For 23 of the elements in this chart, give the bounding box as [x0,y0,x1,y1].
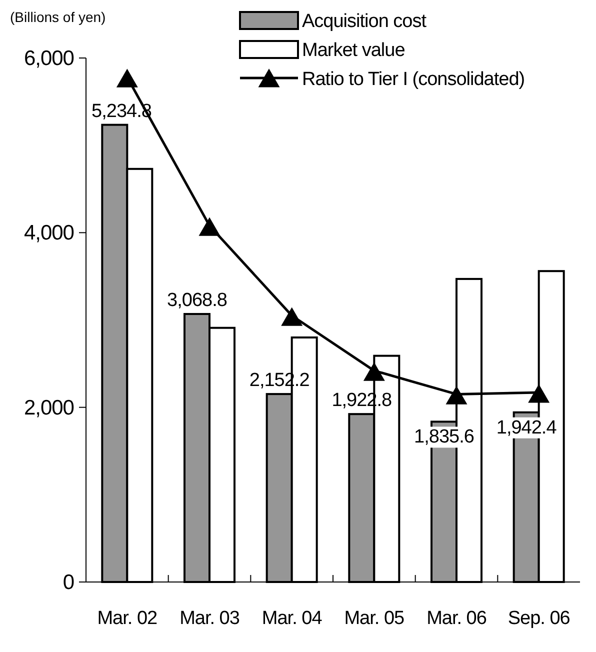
x-tick-label: Mar. 04 [262,608,323,629]
y-tick-label: 0 [62,571,74,594]
point [198,217,220,236]
data-label: 3,068.8 [167,290,227,311]
y-tick-label: 6,000 [24,47,74,70]
x-tick-label: Sep. 06 [508,608,570,629]
point [528,384,550,403]
point [446,386,468,404]
x-tick-label: Mar. 06 [426,608,486,629]
legend-label: Ratio to Tier I (consolidated) [302,69,525,90]
data-label: 1,942.4 [496,417,558,438]
legend-label: Market value [302,40,405,61]
y-tick-label: 2,000 [24,396,74,420]
x-tick-label: Mar. 03 [180,608,240,629]
y-tick-label: 4,000 [24,222,74,245]
x-tick-label: Mar. 02 [97,608,158,629]
y-axis-title: (Billions of yen) [10,9,106,25]
legend-label: Acquisition cost [302,11,428,32]
point [281,307,303,326]
point [363,362,385,381]
point [116,68,138,88]
data-label: 1,835.6 [414,426,474,448]
x-tick-label: Mar. 05 [344,608,404,629]
